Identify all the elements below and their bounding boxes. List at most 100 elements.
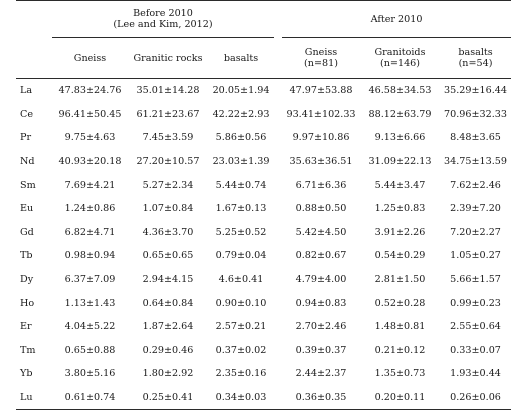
sample-count: (n=81) <box>304 58 338 69</box>
group-header-row: Before 2010 (Lee and Kim, 2012) After 20… <box>16 0 512 38</box>
value-cell: 70.96±32.33 <box>444 108 507 120</box>
table-row: Ho 1.13±1.43 0.64±0.84 0.90±0.10 0.94±0.83 0.… <box>16 291 511 315</box>
value-cell: 0.99±0.23 <box>450 297 501 309</box>
group-gap <box>274 197 282 221</box>
element-cell: Nd <box>20 156 35 168</box>
group-gap <box>274 315 282 339</box>
value-cell: 0.79±0.04 <box>215 250 267 262</box>
column-header: basalts <box>208 37 275 79</box>
value-cell: 46.58±34.53 <box>368 85 432 97</box>
element-cell: Gd <box>20 226 34 238</box>
column-header: Gneiss (n=81) <box>282 37 361 79</box>
value-cell: 0.36±0.35 <box>282 385 361 411</box>
value-cell: 0.34±0.03 <box>208 385 275 411</box>
value-cell: 5.42±4.50 <box>295 226 347 238</box>
group-before-2010: Before 2010 (Lee and Kim, 2012) <box>52 0 275 38</box>
value-cell: 1.48±0.81 <box>374 321 426 333</box>
value-cell: 0.65±0.88 <box>64 344 116 356</box>
element-cell: Ho <box>20 297 35 309</box>
element-cell: La <box>20 85 33 97</box>
value-cell: 2.35±0.16 <box>215 368 267 380</box>
value-cell: 5.44±0.74 <box>215 179 267 191</box>
value-cell: 0.26±0.06 <box>440 385 512 411</box>
group-gap <box>274 385 283 411</box>
value-cell: 40.93±20.18 <box>58 156 122 168</box>
group-gap <box>274 291 282 315</box>
value-cell: 0.21±0.12 <box>374 344 426 356</box>
value-cell: 1.05±0.27 <box>450 250 501 262</box>
ree-concentration-table: Before 2010 (Lee and Kim, 2012) After 20… <box>16 0 512 411</box>
value-cell: 7.45±3.59 <box>142 132 194 144</box>
group-gap <box>274 126 282 150</box>
table-row: Nd 40.93±20.18 27.20±10.57 23.03±1.39 35.63±… <box>16 150 511 174</box>
value-cell: 9.97±10.86 <box>292 132 350 144</box>
value-cell: 2.39±7.20 <box>450 203 501 215</box>
value-cell: 1.24±0.86 <box>64 203 116 215</box>
column-header: basalts (n=54) <box>440 37 512 79</box>
table-row: Ce 96.41±50.45 61.21±23.67 42.22±2.93 93.41±… <box>16 103 511 127</box>
column-header-row: Gneiss Granitic rocks basalts Gneiss (n=8… <box>16 37 512 79</box>
value-cell: 5.25±0.52 <box>215 226 267 238</box>
value-cell: 0.94±0.83 <box>295 297 347 309</box>
value-cell: 1.67±0.13 <box>215 203 267 215</box>
group-gap <box>274 221 282 245</box>
corner-cell <box>16 0 52 38</box>
value-cell: 0.64±0.84 <box>142 297 194 309</box>
value-cell: 35.63±36.51 <box>289 156 353 168</box>
value-cell: 1.13±1.43 <box>64 297 116 309</box>
sample-count: (n=54) <box>458 58 493 69</box>
value-cell: 88.12±63.79 <box>368 108 432 120</box>
value-cell: 2.44±2.37 <box>295 368 347 380</box>
value-cell: 7.20±2.27 <box>450 226 501 238</box>
table-row: Er 4.04±5.22 1.87±2.64 2.57±0.21 2.70±2.46 1.… <box>16 315 511 339</box>
table-row: Tb 0.98±0.94 0.65±0.65 0.79±0.04 0.82±0.67 0.… <box>16 244 511 268</box>
table-row: Pr 9.75±4.63 7.45±3.59 5.86±0.56 9.97±10.86 9… <box>16 126 511 150</box>
value-cell: 9.13±6.66 <box>374 132 426 144</box>
column-header: Granitoids (n=146) <box>360 37 441 79</box>
value-cell: 0.25±0.41 <box>128 385 208 411</box>
value-cell: 31.09±22.13 <box>368 156 432 168</box>
column-header: Granitic rocks <box>128 37 208 79</box>
value-cell: 8.48±3.65 <box>450 132 501 144</box>
group-gap <box>274 103 282 127</box>
value-cell: 35.29±16.44 <box>444 85 507 97</box>
value-cell: 0.90±0.10 <box>215 297 267 309</box>
value-cell: 27.20±10.57 <box>136 156 200 168</box>
value-cell: 6.82±4.71 <box>64 226 116 238</box>
value-cell: 6.37±7.09 <box>64 274 116 286</box>
value-cell: 2.55±0.64 <box>450 321 501 333</box>
group-before-title: Before 2010 <box>133 8 193 19</box>
group-gap <box>274 244 282 268</box>
table-row: Lu 0.61±0.74 0.25±0.41 0.34±0.03 0.36±0.35 0.… <box>16 385 512 411</box>
group-gap <box>274 339 282 363</box>
element-cell: Ce <box>20 108 34 120</box>
value-cell: 1.35±0.73 <box>374 368 426 380</box>
value-cell: 34.75±13.59 <box>444 156 507 168</box>
table-row: Eu 1.24±0.86 1.07±0.84 1.67±0.13 0.88±0.50 1.… <box>16 197 511 221</box>
value-cell: 4.6±0.41 <box>218 274 264 286</box>
value-cell: 93.41±102.33 <box>286 108 356 120</box>
table-row: Gd 6.82±4.71 4.36±3.70 5.25±0.52 5.42±4.50 3.… <box>16 221 511 245</box>
column-header: Gneiss <box>52 37 128 79</box>
value-cell: 7.62±2.46 <box>450 179 501 191</box>
group-after-title: After 2010 <box>370 13 423 25</box>
element-cell: Eu <box>20 203 34 215</box>
value-cell: 61.21±23.67 <box>136 108 200 120</box>
element-cell: Lu <box>16 385 52 411</box>
group-gap <box>274 173 282 197</box>
value-cell: 7.69±4.21 <box>64 179 116 191</box>
element-cell: Tb <box>20 250 33 262</box>
value-cell: 0.65±0.65 <box>142 250 194 262</box>
value-cell: 23.03±1.39 <box>212 156 270 168</box>
value-cell: 4.79±4.00 <box>295 274 347 286</box>
table-row: Dy 6.37±7.09 2.94±4.15 4.6±0.41 4.79±4.00 2.8… <box>16 268 511 292</box>
value-cell: 0.52±0.28 <box>374 297 426 309</box>
group-gap <box>274 150 282 174</box>
element-cell: Dy <box>20 274 34 286</box>
value-cell: 1.93±0.44 <box>450 368 501 380</box>
value-cell: 0.61±0.74 <box>52 385 128 411</box>
group-after-2010: After 2010 <box>282 0 512 38</box>
value-cell: 0.37±0.02 <box>215 344 267 356</box>
value-cell: 0.98±0.94 <box>64 250 116 262</box>
element-cell: Tm <box>20 344 36 356</box>
